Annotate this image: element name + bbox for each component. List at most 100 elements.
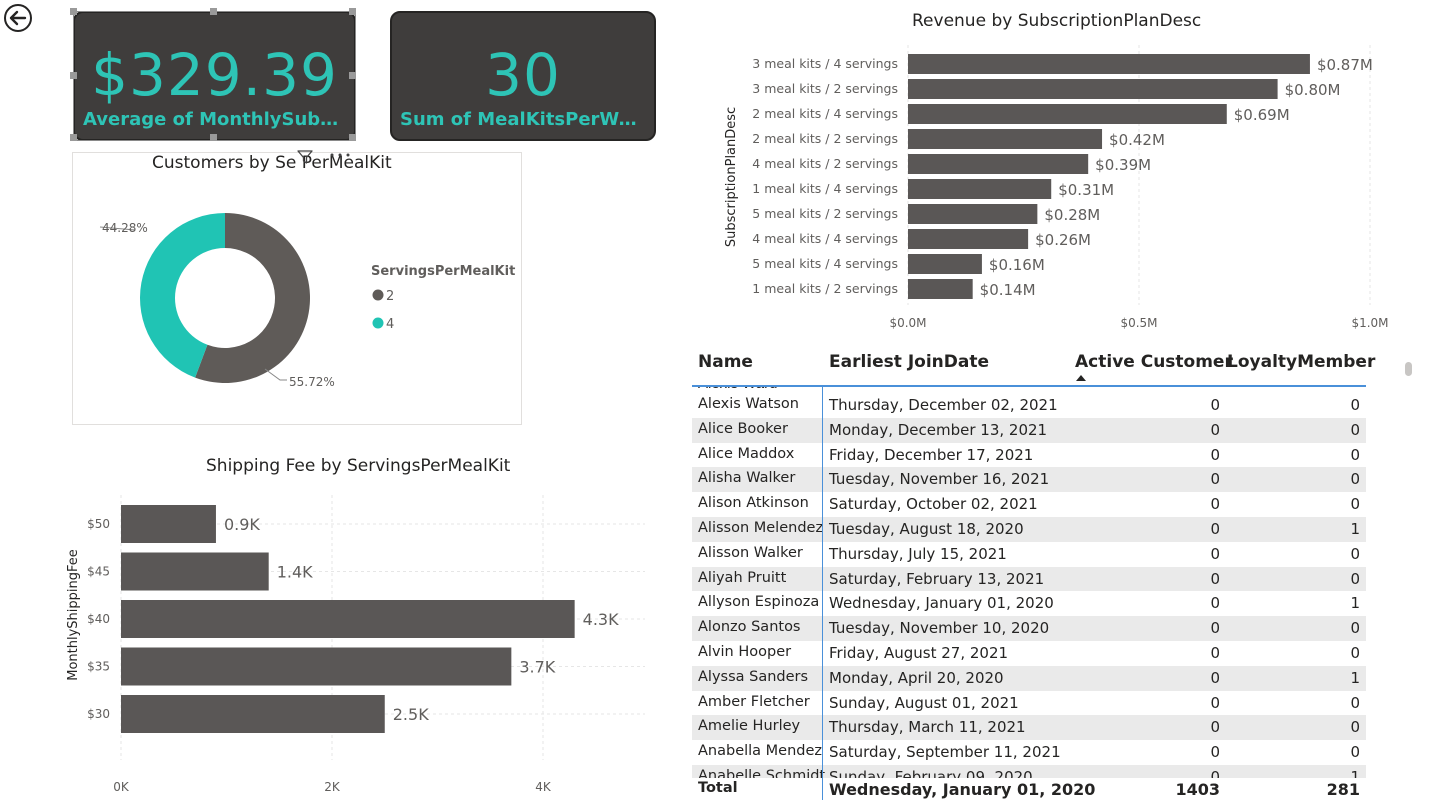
bar-4-meal-kits-2-servings[interactable] (908, 154, 1089, 174)
table-row[interactable]: Alisson Melendez Tuesday, August 18, 2020… (692, 517, 1366, 542)
table-row[interactable]: Anabelle Schmidt Sunday, February 09, 202… (692, 765, 1366, 778)
bar-2-meal-kits-4-servings[interactable] (908, 104, 1227, 124)
table-row[interactable]: Alisson Walker Thursday, July 15, 2021 0 0 (692, 542, 1366, 567)
legend-label-2[interactable]: 2 (386, 289, 394, 304)
cell-name: Anabella Mendez (698, 743, 823, 760)
y-tick-label: $35 (87, 660, 110, 674)
bar-data-label: $0.26M (1035, 231, 1091, 249)
table-row[interactable]: Alice Maddox Friday, December 17, 2021 0 0 (692, 443, 1366, 468)
cell-name: Aliyah Pruitt (698, 569, 787, 586)
bar-$50[interactable] (121, 505, 216, 543)
resize-handle[interactable] (349, 8, 356, 15)
sort-ascending-icon[interactable] (1075, 374, 1087, 382)
bar-data-label: $0.42M (1109, 131, 1165, 149)
cell-name: Alexis Watson (698, 396, 799, 412)
more-options-icon[interactable] (328, 150, 354, 160)
leader-line (264, 368, 287, 381)
cell-loyalty-member: 0 (1350, 693, 1360, 712)
cell-join-date: Wednesday, January 01, 2020 (829, 594, 1054, 613)
resize-handle[interactable] (210, 8, 217, 15)
bar-data-label: $0.80M (1285, 81, 1341, 99)
legend-label-4[interactable]: 4 (386, 317, 394, 332)
table-row[interactable]: Amber Fletcher Sunday, August 01, 2021 0 0 (692, 691, 1366, 716)
column-header-join-date[interactable]: Earliest JoinDate (829, 352, 989, 372)
cell-name: Alonzo Santos (698, 619, 801, 636)
bar-4-meal-kits-4-servings[interactable] (908, 229, 1029, 249)
table-row[interactable]: Amelie Hurley Thursday, March 11, 2021 0 0 (692, 715, 1366, 741)
back-arrow-icon[interactable] (3, 3, 33, 33)
kpi-value: 30 (485, 41, 561, 109)
cell-active-customer: 0 (1210, 668, 1220, 687)
cell-loyalty-member: 0 (1350, 644, 1360, 662)
y-tick-label: $40 (87, 612, 110, 626)
bar-5-meal-kits-4-servings[interactable] (908, 254, 982, 274)
column-header-active-customer[interactable]: Active Customer (1075, 352, 1233, 372)
resize-handle[interactable] (70, 72, 77, 79)
table-row[interactable]: Aliyah Pruitt Saturday, February 13, 2021… (692, 566, 1366, 592)
table-row[interactable]: Alisha Walker Tuesday, November 16, 2021 0… (692, 467, 1366, 493)
bar-5-meal-kits-2-servings[interactable] (908, 204, 1038, 224)
bar-3-meal-kits-2-servings[interactable] (908, 79, 1278, 99)
category-label: 3 meal kits / 4 servings (752, 56, 898, 71)
resize-handle[interactable] (210, 134, 217, 141)
cell-join-date: Tuesday, November 16, 2021 (829, 470, 1050, 489)
bar-data-label: $0.39M (1095, 156, 1151, 174)
y-tick-label: $45 (87, 565, 110, 579)
resize-handle[interactable] (349, 134, 356, 141)
cell-loyalty-member: 0 (1350, 420, 1360, 439)
customer-table[interactable]: Name Earliest JoinDate Active Customer L… (692, 346, 1375, 800)
donut-chart-panel[interactable] (72, 152, 522, 425)
cell-join-date: Tuesday, August 18, 2020 (829, 520, 1024, 538)
cell-loyalty-member: 0 (1350, 445, 1360, 464)
cell-join-date: Monday, April 20, 2020 (829, 668, 1004, 687)
x-tick-label: 0K (113, 780, 130, 794)
column-header-name[interactable]: Name (698, 352, 753, 372)
category-label: 2 meal kits / 2 servings (752, 131, 898, 146)
filter-icon[interactable] (296, 148, 314, 166)
x-tick-label: 4K (535, 780, 552, 794)
cell-active-customer: 0 (1210, 644, 1220, 662)
kpi-card-avg-subscription[interactable]: $329.39 Average of MonthlySubscrip... (73, 11, 356, 141)
category-label: 1 meal kits / 4 servings (752, 181, 898, 196)
bar-1-meal-kits-4-servings[interactable] (908, 179, 1052, 199)
slice-label-4: 44.28% (102, 221, 148, 235)
donut-slice-4[interactable] (139, 213, 225, 378)
category-label: 3 meal kits / 2 servings (752, 81, 898, 96)
column-divider (822, 387, 823, 800)
column-header-loyalty-member[interactable]: LoyaltyMember (1227, 352, 1376, 372)
cell-join-date: Saturday, October 02, 2021 (829, 495, 1038, 514)
table-row[interactable]: Anabella Mendez Saturday, September 11, 2… (692, 740, 1366, 765)
table-row[interactable]: Alison Atkinson Saturday, October 02, 202… (692, 492, 1366, 517)
bar-3-meal-kits-4-servings[interactable] (908, 54, 1310, 74)
resize-handle[interactable] (349, 72, 356, 79)
resize-handle[interactable] (70, 134, 77, 141)
kpi-card-sum-mealkits[interactable]: 30 Sum of MealKitsPerWeek (390, 11, 656, 141)
donut-chart: 44.28% 55.72% ServingsPerMealKit 2 4 (99, 213, 515, 389)
bar-$30[interactable] (121, 695, 385, 733)
table-row[interactable]: Alexis Watson Thursday, December 02, 2021… (692, 393, 1366, 418)
table-row[interactable]: Alice Booker Monday, December 13, 2021 0 0 (692, 417, 1366, 443)
cell-loyalty-member: 0 (1350, 619, 1360, 638)
table-row[interactable]: Alonzo Santos Tuesday, November 10, 2020 0… (692, 616, 1366, 641)
donut-slice-2[interactable] (195, 213, 310, 383)
table-scrollbar[interactable] (1405, 362, 1412, 376)
cell-loyalty-member: 1 (1350, 668, 1360, 687)
kpi-label: Average of MonthlySubscrip... (83, 109, 354, 130)
bar-2-meal-kits-2-servings[interactable] (908, 129, 1103, 149)
cell-name: Alisson Walker (698, 544, 803, 561)
bar-$35[interactable] (121, 647, 512, 686)
cell-join-date: Thursday, March 11, 2021 (829, 718, 1026, 737)
bar-$40[interactable] (121, 600, 575, 638)
table-body[interactable]: Alexis Watson Thursday, December 02, 2021… (692, 393, 1366, 778)
bar-$45[interactable] (121, 552, 269, 591)
table-row[interactable]: Alvin Hooper Friday, August 27, 2021 0 0 (692, 641, 1366, 666)
table-row[interactable]: Allyson Espinoza Wednesday, January 01, 2… (692, 591, 1366, 616)
bar-data-label: $0.14M (980, 281, 1036, 299)
resize-handle[interactable] (70, 8, 77, 15)
cell-join-date: Friday, December 17, 2021 (829, 445, 1034, 464)
bar-1-meal-kits-2-servings[interactable] (908, 279, 973, 299)
category-label: 4 meal kits / 2 servings (752, 156, 898, 171)
table-row[interactable]: Alyssa Sanders Monday, April 20, 2020 0 1 (692, 665, 1366, 691)
revenue-bar-chart: SubscriptionPlanDesc $0.87M $0.80M $0.69M $… (724, 45, 1389, 330)
category-label: 5 meal kits / 4 servings (752, 256, 898, 271)
